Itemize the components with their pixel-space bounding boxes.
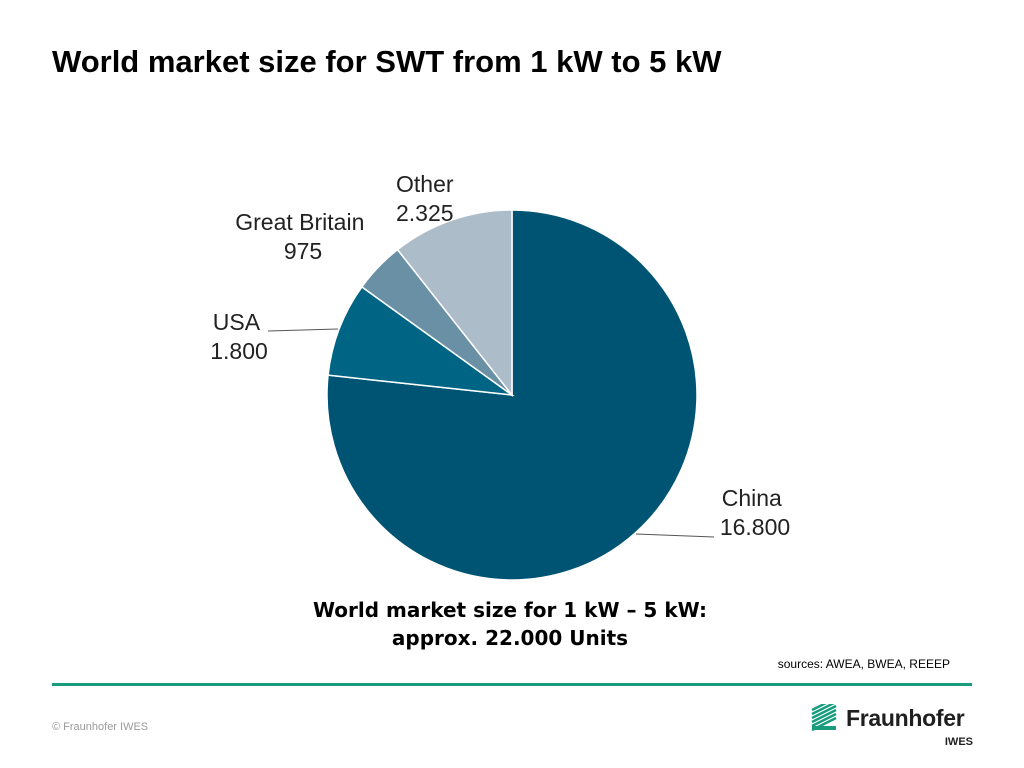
logo-stripe (811, 704, 837, 720)
slice-value-usa: 1.800 (210, 338, 268, 364)
pie-slices (326, 209, 698, 581)
market-summary: World market size for 1 kW – 5 kW: appro… (250, 596, 770, 652)
summary-line-1: World market size for 1 kW – 5 kW: (312, 598, 708, 622)
fraunhofer-logo: Fraunhofer IWES (810, 704, 975, 752)
slice-label-great-britain: Great Britain 975 (235, 209, 371, 264)
logo-subtitle: IWES (944, 736, 973, 748)
slice-label-other: Other 2.325 (396, 171, 460, 226)
slice-label-china: China 16.800 (720, 485, 790, 540)
slice-name-china: China (722, 485, 782, 511)
summary-line-2: approx. 22.000 Units (391, 626, 629, 650)
fraunhofer-logo-icon (811, 704, 837, 732)
slide-title: World market size for SWT from 1 kW to 5… (52, 44, 722, 79)
logo-base (812, 726, 836, 730)
footer-divider (52, 683, 972, 686)
slice-value-other: 2.325 (396, 200, 454, 226)
pie-labels: China 16.800 USA 1.800 Great Britain 975… (210, 171, 790, 540)
logo-stripe (811, 708, 837, 724)
pie-slice-other (396, 209, 513, 398)
slice-value-china: 16.800 (720, 514, 790, 540)
leader-line-china (635, 533, 715, 538)
slice-name-great-britain: Great Britain (235, 209, 364, 235)
copyright-text: © Fraunhofer IWES (52, 721, 149, 733)
slice-name-usa: USA (213, 309, 261, 335)
pie-slice-usa (327, 285, 515, 397)
logo-stripe (811, 704, 827, 712)
pie-slice-china (326, 209, 698, 581)
slice-name-other: Other (396, 171, 454, 197)
logo-name: Fraunhofer (846, 705, 965, 731)
slice-value-great-britain: 975 (284, 238, 322, 264)
logo-stripe (811, 704, 835, 716)
slice-label-usa: USA 1.800 (210, 309, 268, 364)
leader-line-usa (267, 328, 339, 332)
logo-stripe (811, 712, 837, 728)
sources-note: sources: AWEA, BWEA, REEEP (777, 657, 950, 671)
leader-lines (267, 328, 715, 538)
